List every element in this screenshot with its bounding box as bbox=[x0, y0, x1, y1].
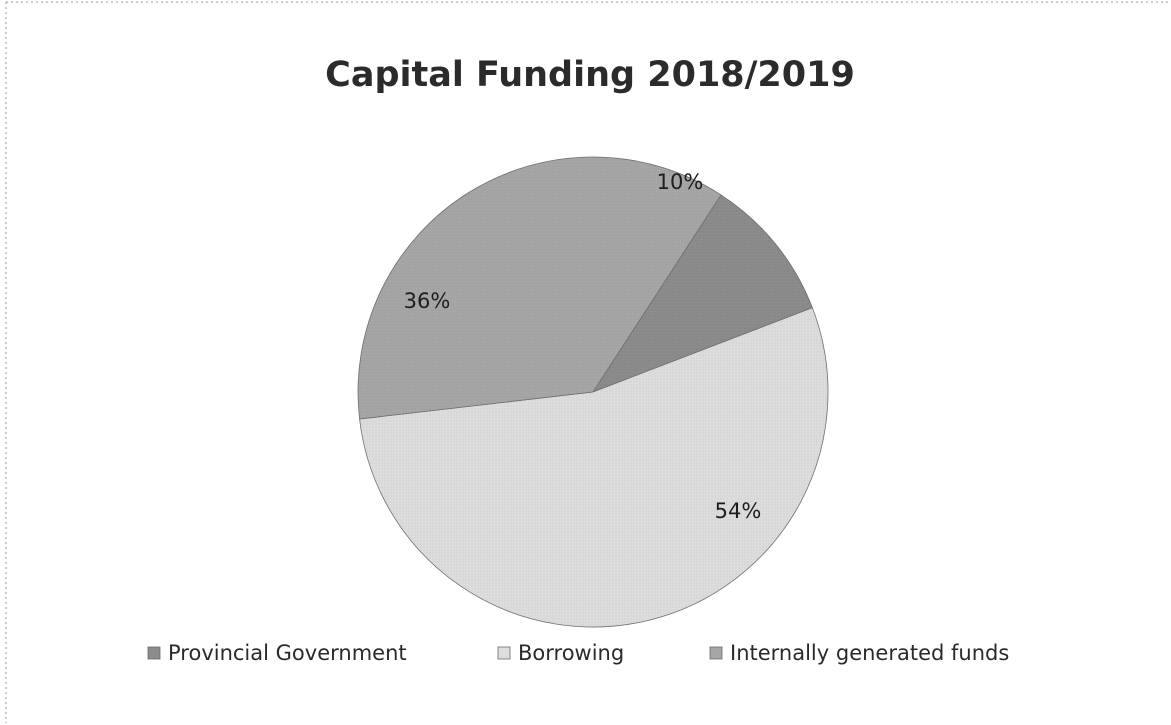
slice-data-label: 36% bbox=[404, 289, 451, 313]
pie-slice-texture bbox=[358, 156, 721, 420]
chart-legend: Provincial Government Borrowing Internally… bbox=[147, 641, 1009, 665]
legend-entry-label: Provincial Government bbox=[168, 641, 407, 665]
pie-slice-texture bbox=[593, 194, 813, 392]
legend-swatch bbox=[147, 646, 161, 660]
legend-swatch bbox=[497, 646, 511, 660]
slice-data-label: 10% bbox=[657, 170, 704, 194]
pie-slices bbox=[357, 156, 829, 628]
legend-entry-label: Borrowing bbox=[518, 641, 624, 665]
pie-slice-labels: 10% 54% 36% bbox=[404, 170, 762, 523]
chart-title: Capital Funding 2018/2019 bbox=[325, 55, 855, 95]
legend-swatch bbox=[709, 646, 723, 660]
legend-entry-label: Internally generated funds bbox=[730, 641, 1009, 665]
pie-slice-texture bbox=[359, 307, 829, 628]
slice-data-label: 54% bbox=[715, 499, 762, 523]
